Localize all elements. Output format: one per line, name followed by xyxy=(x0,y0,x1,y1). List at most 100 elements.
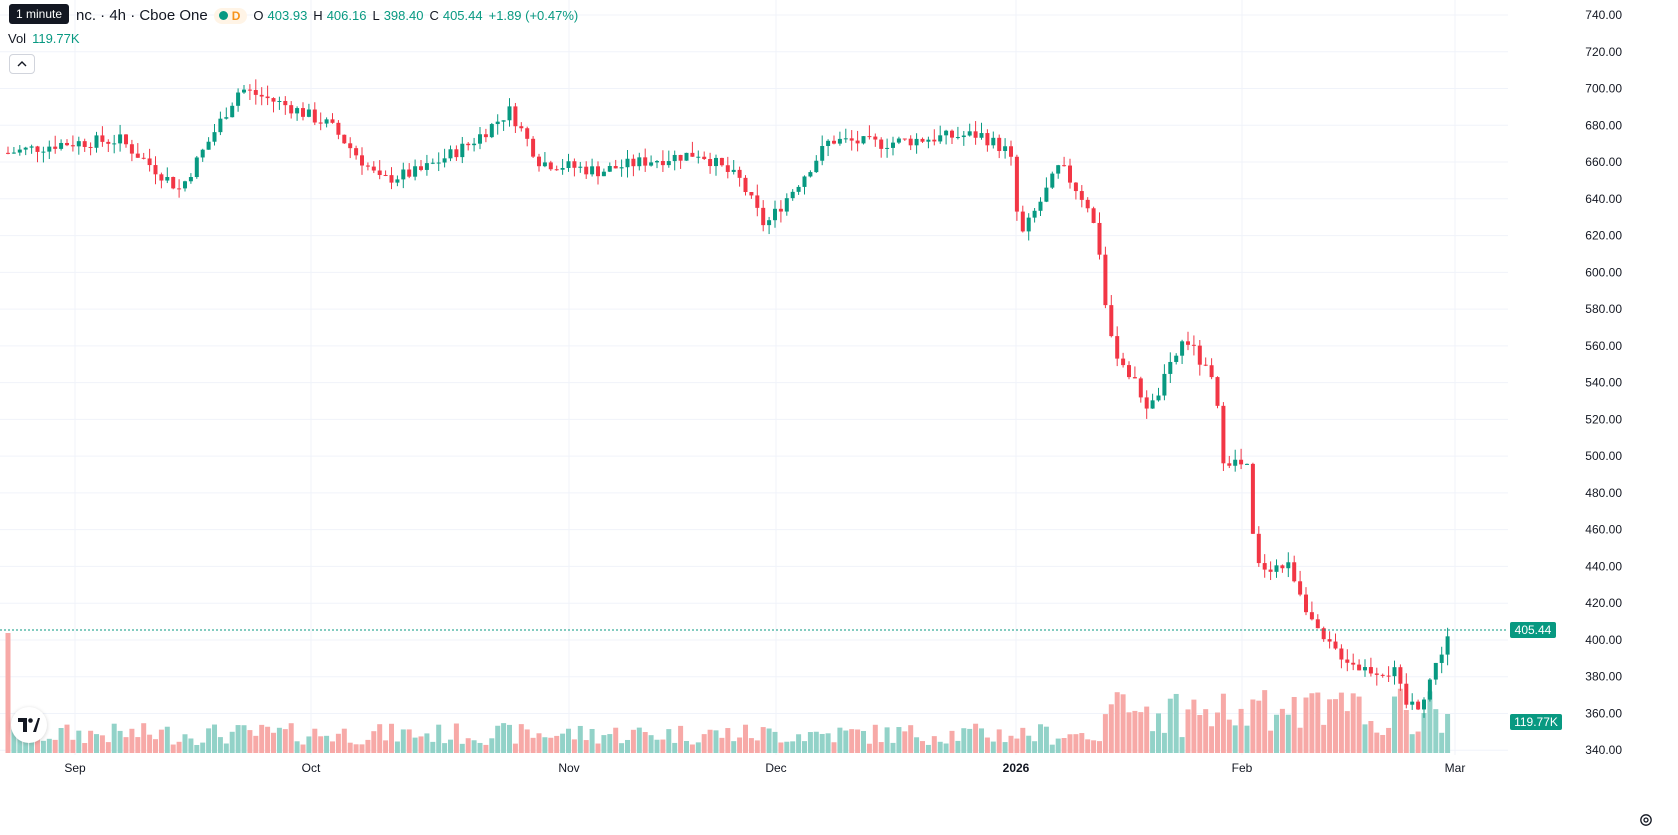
volume-bar xyxy=(147,734,153,753)
candle xyxy=(306,103,311,118)
candle-body xyxy=(537,156,541,167)
candle xyxy=(1280,564,1285,573)
candle xyxy=(242,84,246,94)
candle xyxy=(141,152,146,160)
candle xyxy=(106,139,111,153)
candle-body xyxy=(507,106,512,121)
collapse-legend-button[interactable] xyxy=(9,54,35,74)
candle-body xyxy=(1345,659,1350,663)
candle xyxy=(938,125,943,144)
candle xyxy=(560,158,565,175)
ohlc-high-key: H xyxy=(313,8,323,23)
candle-body xyxy=(607,166,612,172)
candle xyxy=(360,147,364,175)
candle xyxy=(1250,462,1255,535)
candle-body xyxy=(247,89,252,91)
ohlc-close-value: 405.44 xyxy=(442,8,483,23)
candle xyxy=(354,145,359,160)
candle xyxy=(1203,357,1208,367)
candle xyxy=(843,128,848,143)
candle xyxy=(147,148,152,172)
candle-body xyxy=(171,176,176,189)
volume-bar xyxy=(778,742,784,753)
tv-logo-mark xyxy=(18,718,40,732)
x-tick-label: Nov xyxy=(558,761,579,775)
gear-icon[interactable] xyxy=(1638,812,1654,828)
candle-body xyxy=(1416,701,1421,710)
volume-bar xyxy=(1421,713,1427,753)
candle-body xyxy=(1380,674,1385,676)
volume-bar xyxy=(689,744,695,753)
symbol-title[interactable]: nc. · 4h · Cboe One xyxy=(76,7,208,24)
volume-bar xyxy=(866,743,872,753)
volume-bar xyxy=(1427,691,1433,753)
y-tick-label: 600.00 xyxy=(1585,265,1622,279)
candle-body xyxy=(70,145,75,147)
candle xyxy=(1050,171,1055,189)
y-tick-label: 400.00 xyxy=(1585,633,1622,647)
candle xyxy=(1115,326,1120,367)
candle-body xyxy=(348,143,353,149)
volume-bar xyxy=(1297,727,1303,753)
candle-body xyxy=(843,138,848,140)
candle xyxy=(377,160,382,180)
candle-body xyxy=(100,135,105,142)
candle-body xyxy=(342,134,347,144)
volume-bar xyxy=(1061,738,1067,753)
candle-body xyxy=(755,195,760,208)
volume-bar xyxy=(1132,710,1138,753)
candle-body xyxy=(1321,628,1326,640)
volume-bar xyxy=(1433,709,1439,753)
y-tick-label: 500.00 xyxy=(1585,449,1622,463)
candle xyxy=(637,152,642,171)
volume-bar xyxy=(1079,733,1085,753)
candle xyxy=(849,130,854,151)
candle xyxy=(489,122,494,139)
tradingview-logo-icon[interactable] xyxy=(11,707,47,743)
candle xyxy=(784,193,789,216)
candle xyxy=(1380,673,1385,678)
volume-bar xyxy=(713,730,719,753)
candle-body xyxy=(1044,187,1049,202)
volume-bar xyxy=(1191,699,1197,753)
candle xyxy=(914,133,919,154)
volume-bar xyxy=(1167,698,1173,753)
candle xyxy=(271,97,276,113)
candle-body xyxy=(1020,211,1025,232)
candle xyxy=(997,134,1002,159)
candle-body xyxy=(678,154,683,161)
candle xyxy=(395,175,400,187)
candle xyxy=(1404,673,1409,709)
candle xyxy=(295,106,300,121)
volume-bar xyxy=(383,740,389,753)
y-tick-label: 660.00 xyxy=(1585,155,1622,169)
candle xyxy=(1162,364,1167,401)
candle xyxy=(584,161,589,179)
candle-body xyxy=(973,131,978,138)
candle-body xyxy=(790,191,795,199)
candle-body xyxy=(1115,336,1120,359)
candle xyxy=(1445,627,1450,666)
volume-bar xyxy=(223,743,229,753)
volume-bar xyxy=(1397,688,1403,753)
volume-bar xyxy=(908,725,914,753)
candle xyxy=(1032,207,1037,223)
candle xyxy=(171,176,176,190)
volume-bar xyxy=(583,740,589,753)
candle xyxy=(188,173,193,184)
candle-body xyxy=(1091,208,1096,223)
volume-bar xyxy=(630,729,636,753)
volume-bar xyxy=(896,727,902,753)
candle xyxy=(548,160,553,171)
volume-bar xyxy=(471,740,477,753)
candle-body xyxy=(118,134,123,144)
volume-bar xyxy=(855,729,861,753)
volume-bar xyxy=(1020,727,1026,753)
candle xyxy=(265,85,270,106)
volume-bar xyxy=(129,728,135,753)
candle-body xyxy=(1038,201,1043,211)
volume-bar xyxy=(1102,714,1108,753)
y-tick-label: 340.00 xyxy=(1585,743,1622,757)
market-status-pill[interactable]: D xyxy=(213,7,248,24)
